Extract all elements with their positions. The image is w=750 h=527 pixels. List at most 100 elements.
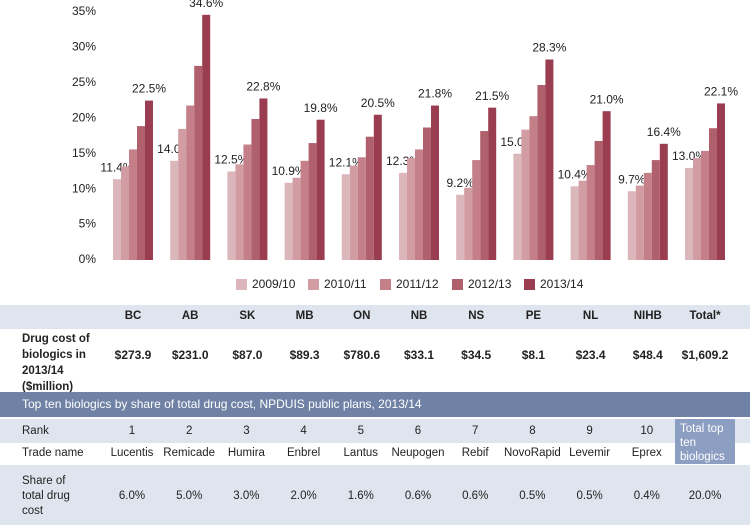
- cost-column-header: NIHB: [633, 310, 662, 322]
- bar: [594, 140, 603, 260]
- cost-value: $87.0: [232, 348, 263, 362]
- y-tick-label: 30%: [72, 40, 96, 54]
- y-tick-label: 10%: [72, 181, 96, 195]
- bar: [488, 107, 497, 261]
- share-value: 0.6%: [462, 490, 489, 502]
- bar: [423, 127, 431, 260]
- legend-swatch: [380, 279, 391, 290]
- legend-label: 2009/10: [252, 277, 296, 291]
- bar: [578, 180, 587, 260]
- cost-column-header: NL: [582, 310, 599, 322]
- legend-swatch: [524, 279, 535, 290]
- data-label: 21.8%: [418, 87, 452, 101]
- bar: [235, 164, 244, 260]
- bar: [349, 165, 358, 260]
- top-ten-title: Top ten biologics by share of total drug…: [22, 397, 422, 411]
- total-label: Total top ten biologics: [680, 423, 725, 463]
- bar: [308, 143, 317, 260]
- data-label: 19.8%: [304, 101, 338, 115]
- data-label: 12.5%: [214, 153, 248, 167]
- bar: [259, 98, 268, 261]
- bar: [545, 59, 554, 260]
- trade-name: Lantus: [343, 447, 379, 459]
- cost-value: $48.4: [632, 348, 663, 362]
- share-label: Share of total drug cost: [22, 475, 70, 517]
- share-value: 1.6%: [347, 490, 374, 502]
- cost-value: $33.1: [403, 348, 435, 362]
- cost-value: $780.6: [343, 348, 381, 362]
- legend-swatch: [452, 279, 463, 290]
- legend-swatch: [308, 279, 319, 290]
- share-value: 0.5%: [519, 490, 546, 502]
- rank-value: 8: [529, 425, 536, 437]
- rank-value: 9: [586, 425, 593, 437]
- bar: [300, 160, 309, 260]
- rank-band: [0, 419, 750, 443]
- data-label: 34.6%: [189, 0, 223, 10]
- rank-value: 10: [640, 425, 654, 437]
- share-value: 5.0%: [176, 490, 203, 502]
- bar: [357, 157, 366, 260]
- cost-column-header: AB: [181, 310, 199, 322]
- data-label: 22.5%: [132, 82, 166, 96]
- bar: [717, 103, 725, 260]
- bar: [341, 174, 350, 260]
- rank-value: 1: [128, 425, 136, 437]
- share-value: 6.0%: [118, 490, 146, 502]
- total-share: 20.0%: [688, 490, 722, 502]
- bar: [513, 153, 522, 260]
- bar: [407, 157, 415, 260]
- y-tick-label: 20%: [72, 110, 96, 124]
- trade-name: Enbrel: [286, 447, 321, 459]
- rank-value: 3: [243, 425, 250, 437]
- trade-name: Remicade: [163, 447, 216, 459]
- data-label: 28.3%: [532, 41, 566, 55]
- bar: [709, 128, 717, 260]
- bar: [701, 150, 709, 260]
- cost-row-label: Drug cost of biologics in 2013/14 ($mill…: [22, 333, 90, 393]
- cost-value: $89.3: [289, 348, 320, 362]
- cost-value: $23.4: [575, 348, 606, 362]
- cost-header-band: [0, 305, 750, 329]
- bar: [178, 128, 187, 260]
- bar: [145, 100, 153, 260]
- cost-column-header: MB: [295, 310, 314, 322]
- cost-value: $273.9: [114, 348, 152, 362]
- data-label: 21.5%: [475, 89, 509, 103]
- y-tick-label: 0%: [79, 252, 97, 266]
- bar: [651, 160, 660, 260]
- cost-value: $1,609.2: [681, 348, 729, 362]
- rank-value: 6: [414, 425, 422, 437]
- cost-column-header: BC: [124, 310, 142, 322]
- share-value: 0.4%: [633, 490, 660, 502]
- cost-column-header: Total*: [689, 310, 721, 322]
- cost-column-header: NB: [410, 310, 428, 322]
- rank-value: 5: [357, 425, 364, 437]
- data-label: 21.0%: [590, 92, 624, 106]
- bar: [194, 65, 203, 260]
- trade-name: Lucentis: [110, 447, 154, 459]
- data-label: 9.2%: [447, 176, 475, 190]
- cost-column-header: PE: [525, 310, 542, 322]
- bar: [186, 105, 195, 260]
- data-label: 22.8%: [246, 80, 280, 94]
- bar: [415, 149, 423, 260]
- bar: [464, 187, 473, 260]
- bar: [121, 166, 129, 260]
- rank-value: 4: [300, 425, 307, 437]
- cost-value: $8.1: [521, 348, 546, 362]
- legend-label: 2011/12: [396, 277, 439, 291]
- cost-value: $231.0: [171, 348, 209, 362]
- bar: [635, 185, 644, 260]
- trade-label: Trade name: [22, 447, 84, 459]
- bar: [521, 129, 530, 260]
- bar: [251, 118, 260, 260]
- bar: [365, 136, 374, 260]
- share-band: [0, 465, 750, 525]
- total-band: [675, 419, 735, 464]
- bar: [399, 172, 407, 260]
- bar: [137, 126, 145, 260]
- bar: [586, 165, 595, 260]
- trade-name: NovoRapid: [503, 447, 561, 459]
- trade-name: Rebif: [461, 447, 489, 459]
